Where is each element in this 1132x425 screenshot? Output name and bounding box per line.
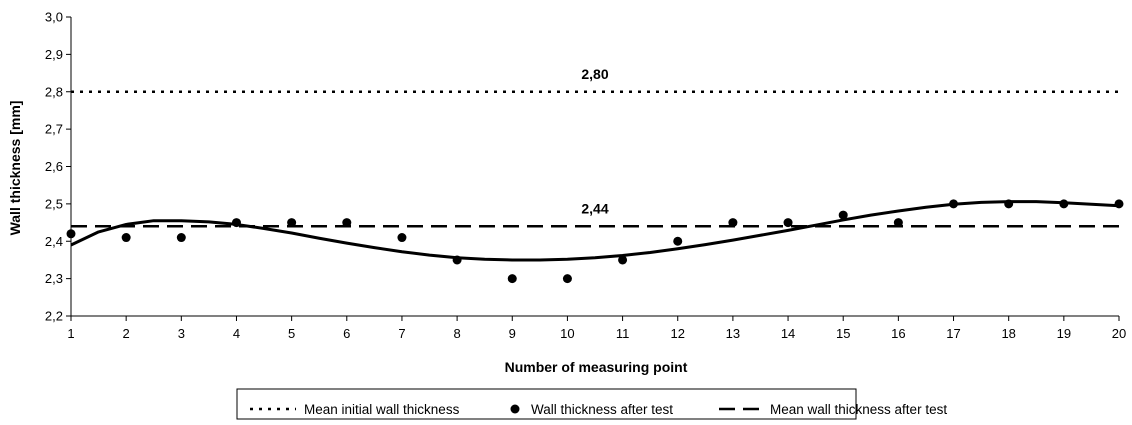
- x-tick-label: 17: [946, 326, 960, 341]
- x-tick-label: 9: [509, 326, 516, 341]
- y-tick-label: 2,6: [45, 159, 63, 174]
- x-tick-label: 19: [1057, 326, 1071, 341]
- legend: Mean initial wall thickness Wall thickne…: [236, 388, 947, 420]
- data-point: [893, 218, 903, 228]
- legend-swatch-after-test: [510, 404, 520, 414]
- trendline: [70, 200, 1120, 262]
- y-tick-label: 2,3: [45, 271, 63, 286]
- value-annotation: 2,80: [581, 66, 608, 82]
- plot-area: 2,80 2,44: [66, 66, 1124, 284]
- x-tick-label: 2: [123, 326, 130, 341]
- x-tick-label: 18: [1001, 326, 1015, 341]
- y-tick-label: 2,7: [45, 122, 63, 137]
- data-point: [287, 218, 297, 228]
- ticks: 2,22,32,42,52,62,72,82,93,01 2 3 4 5 6 7 8 9 10 11…: [45, 10, 1126, 342]
- data-point: [121, 233, 131, 243]
- y-tick-label: 2,8: [45, 84, 63, 99]
- data-point: [673, 236, 683, 246]
- data-point: [397, 233, 407, 243]
- y-tick-label: 2,2: [45, 309, 63, 324]
- legend-label-mean-initial: Mean initial wall thickness: [304, 402, 460, 417]
- value-annotation: 2,44: [581, 200, 608, 216]
- x-tick-label: 16: [891, 326, 905, 341]
- x-tick-label: 1: [67, 326, 74, 341]
- x-tick-label: 4: [233, 326, 240, 341]
- data-point: [838, 210, 848, 220]
- y-tick-label: 2,9: [45, 47, 63, 62]
- data-point: [176, 233, 186, 243]
- data-point: [507, 274, 517, 284]
- x-tick-label: 3: [178, 326, 185, 341]
- legend-box: [236, 388, 857, 420]
- x-tick-label: 8: [453, 326, 460, 341]
- data-point: [728, 218, 738, 228]
- legend-label-mean-after: Mean wall thickness after test: [770, 402, 947, 417]
- x-tick-label: 15: [836, 326, 850, 341]
- x-tick-label: 11: [616, 326, 630, 341]
- x-tick-label: 14: [781, 326, 795, 341]
- y-tick-label: 3,0: [45, 10, 63, 25]
- data-point: [618, 255, 628, 265]
- x-tick-label: 7: [398, 326, 405, 341]
- axes: [70, 17, 1119, 317]
- y-tick-label: 2,4: [45, 234, 63, 249]
- x-tick-label: 6: [343, 326, 350, 341]
- data-point: [342, 218, 352, 228]
- x-tick-label: 20: [1112, 326, 1126, 341]
- x-tick-label: 5: [288, 326, 295, 341]
- data-point: [783, 218, 793, 228]
- x-tick-label: 10: [560, 326, 574, 341]
- data-point: [66, 229, 76, 239]
- x-tick-label: 13: [726, 326, 740, 341]
- y-tick-label: 2,5: [45, 196, 63, 211]
- data-point: [562, 274, 572, 284]
- x-tick-label: 12: [671, 326, 685, 341]
- x-axis-title: Number of measuring point: [505, 359, 688, 375]
- y-axis-title: Wall thickness [mm]: [7, 101, 23, 236]
- legend-label-after-test: Wall thickness after test: [531, 402, 673, 417]
